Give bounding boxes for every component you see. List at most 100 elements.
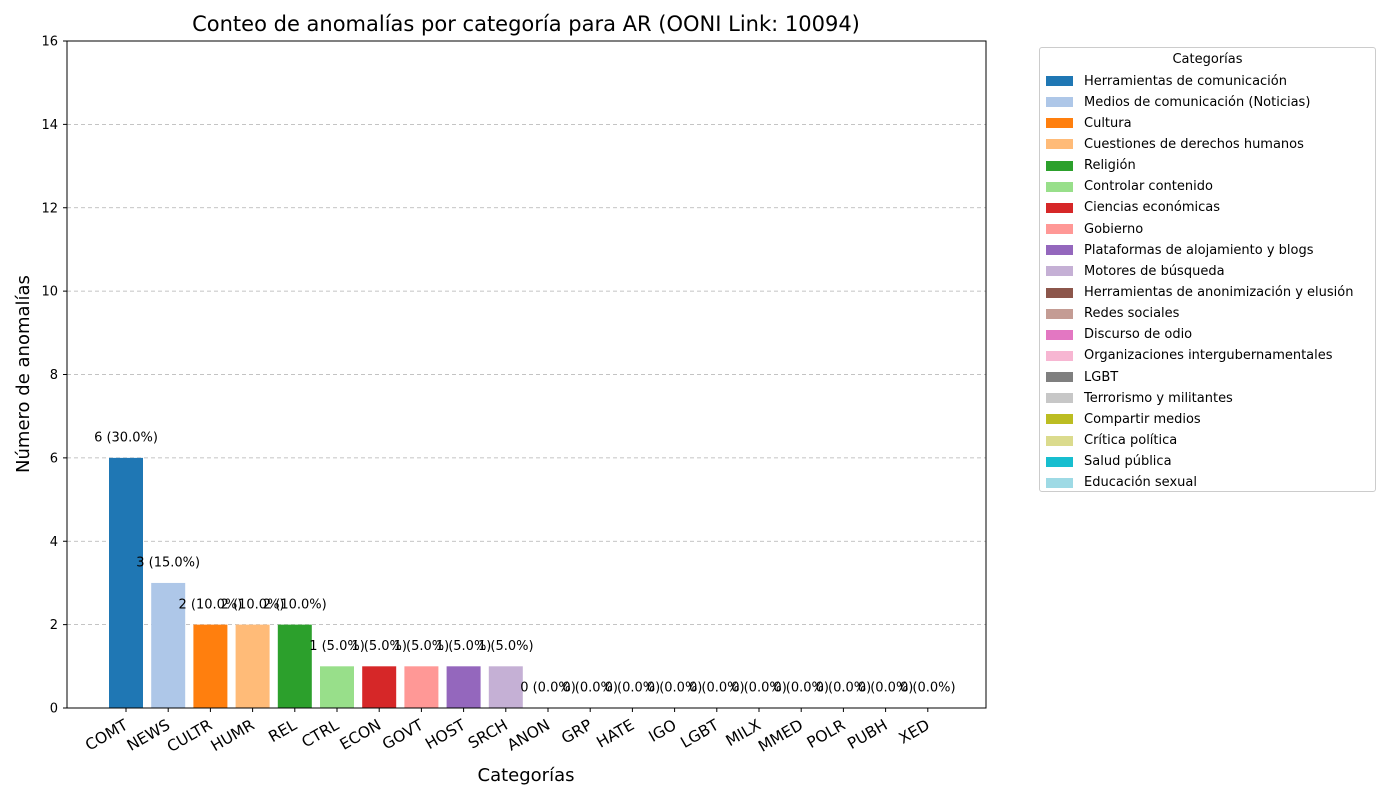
legend-label: Crítica política	[1084, 433, 1178, 449]
y-tick-label: 16	[41, 35, 58, 50]
legend-swatch	[1046, 224, 1073, 235]
legend-label: Ciencias económicas	[1084, 200, 1221, 216]
legend-item: Redes sociales	[1046, 305, 1179, 323]
legend-item: Motores de búsqueda	[1046, 262, 1225, 280]
bar-srch	[488, 666, 523, 708]
legend-label: Discurso de odio	[1084, 327, 1193, 343]
bar-comt	[109, 457, 143, 708]
legend-swatch	[1046, 118, 1073, 129]
legend-swatch	[1046, 76, 1073, 86]
legend-item: Salud pública	[1046, 453, 1172, 471]
legend-item: Gobierno	[1046, 220, 1143, 238]
data-labels: 6 (30.0%)3 (15.0%)2 (10.0%)2 (10.0%)2 (1…	[94, 431, 956, 696]
legend-item: Religión	[1046, 157, 1136, 175]
y-tick-label: 4	[50, 535, 58, 550]
legend-item: Herramientas de comunicación	[1046, 72, 1287, 90]
y-tick-label: 2	[50, 618, 58, 633]
legend-label: Compartir medios	[1084, 411, 1201, 427]
chart-title: Conteo de anomalías por categoría para A…	[192, 12, 860, 36]
legend-label: Herramientas de anonimización y elusión	[1084, 285, 1354, 300]
data-label: 2 (10.0%)	[263, 597, 327, 612]
legend-swatch	[1046, 350, 1073, 361]
legend-swatch	[1046, 414, 1073, 425]
legend-item: Cuestiones de derechos humanos	[1046, 135, 1304, 153]
x-tick-label: HATE	[593, 716, 637, 752]
x-tick-label: CTRL	[299, 716, 343, 752]
data-label: 2 (10.0%)	[178, 597, 242, 612]
legend-label: Redes sociales	[1084, 306, 1180, 322]
data-label: 0 (0.0%)	[773, 681, 829, 696]
legend-label: Gobierno	[1084, 221, 1144, 237]
legend-swatch	[1046, 329, 1073, 340]
legend-label: Cuestiones de derechos humanos	[1084, 136, 1304, 152]
x-tick-label: LGBT	[678, 716, 723, 752]
bars	[109, 457, 523, 708]
y-axis-label: Número de anomalías	[13, 275, 34, 473]
legend-label: Plataformas de alojamiento y blogs	[1084, 242, 1314, 258]
x-axis-label: Categorías	[478, 765, 575, 786]
legend-swatch	[1046, 97, 1073, 108]
y-tick-label: 8	[50, 368, 58, 383]
legend-swatch	[1046, 477, 1073, 488]
legend-swatch	[1046, 160, 1073, 171]
legend-swatch	[1046, 456, 1073, 467]
legend-label: Salud pública	[1084, 454, 1172, 470]
x-tick-label: CULTR	[164, 716, 216, 756]
legend-item: Compartir medios	[1046, 410, 1201, 428]
bar-econ	[362, 666, 397, 708]
x-tick-label: XED	[896, 716, 933, 748]
legend-label: Motores de búsqueda	[1084, 263, 1225, 279]
data-label: 2 (10.0%)	[221, 597, 285, 612]
y-tick-label: 0	[50, 702, 58, 717]
legend-label: Terrorismo y militantes	[1084, 390, 1233, 406]
legend-swatch	[1046, 245, 1073, 256]
data-label: 3 (15.0%)	[136, 556, 200, 571]
bar-host	[446, 666, 481, 708]
data-label: 6 (30.0%)	[94, 431, 158, 446]
legend-item: Controlar contenido	[1046, 178, 1213, 196]
x-tick-label: PUBH	[844, 716, 890, 753]
x-tick-label: IGO	[646, 716, 680, 746]
y-tick-label: 10	[41, 285, 58, 300]
legend-swatch	[1046, 139, 1073, 150]
data-label: 0 (0.0%)	[562, 681, 618, 696]
legend-label: Herramientas de comunicación	[1084, 73, 1287, 89]
x-tick-label: HUMR	[208, 716, 258, 755]
y-tick-label: 14	[41, 118, 58, 133]
legend-item: Plataformas de alojamiento y blogs	[1046, 241, 1314, 259]
legend-item: Educación sexual	[1046, 474, 1197, 492]
legend-item: Medios de comunicación (Noticias)	[1046, 93, 1310, 111]
legend-swatch	[1046, 266, 1073, 277]
x-tick-label: ECON	[337, 716, 384, 754]
x-tick-label: POLR	[804, 716, 849, 752]
bar-cultr	[193, 624, 228, 708]
legend-swatch	[1046, 393, 1073, 404]
x-tick-label: NEWS	[124, 716, 173, 755]
y-axis: 0 2 4 6 8 10 12 14 16	[41, 35, 67, 717]
legend-item: LGBT	[1046, 368, 1118, 386]
y-tick-label: 12	[41, 201, 58, 216]
data-label: 0 (0.0%)	[900, 681, 956, 696]
legend-label: Cultura	[1084, 115, 1132, 131]
legend-swatch	[1046, 181, 1073, 192]
x-tick-label: COMT	[82, 716, 131, 755]
bar-ctrl	[320, 666, 354, 708]
legend-item: Discurso de odio	[1046, 326, 1192, 344]
bar-govt	[404, 666, 439, 708]
legend-label: Medios de comunicación (Noticias)	[1084, 94, 1311, 110]
data-label: 0 (0.0%)	[858, 681, 914, 696]
data-label: 0 (0.0%)	[647, 681, 703, 696]
data-label: 0 (0.0%)	[520, 681, 576, 696]
x-tick-label: MMED	[755, 716, 806, 756]
legend-item: Cultura	[1046, 114, 1132, 132]
y-tick-label: 6	[50, 451, 58, 466]
legend-label: Organizaciones intergubernamentales	[1084, 348, 1333, 364]
legend-label: Educación sexual	[1084, 475, 1197, 491]
bar-news	[151, 582, 186, 708]
x-tick-label: ANON	[504, 716, 553, 755]
data-label: 0 (0.0%)	[731, 681, 787, 696]
legend-label: Controlar contenido	[1084, 179, 1213, 195]
data-label: 1 (5.0%)	[436, 639, 492, 654]
